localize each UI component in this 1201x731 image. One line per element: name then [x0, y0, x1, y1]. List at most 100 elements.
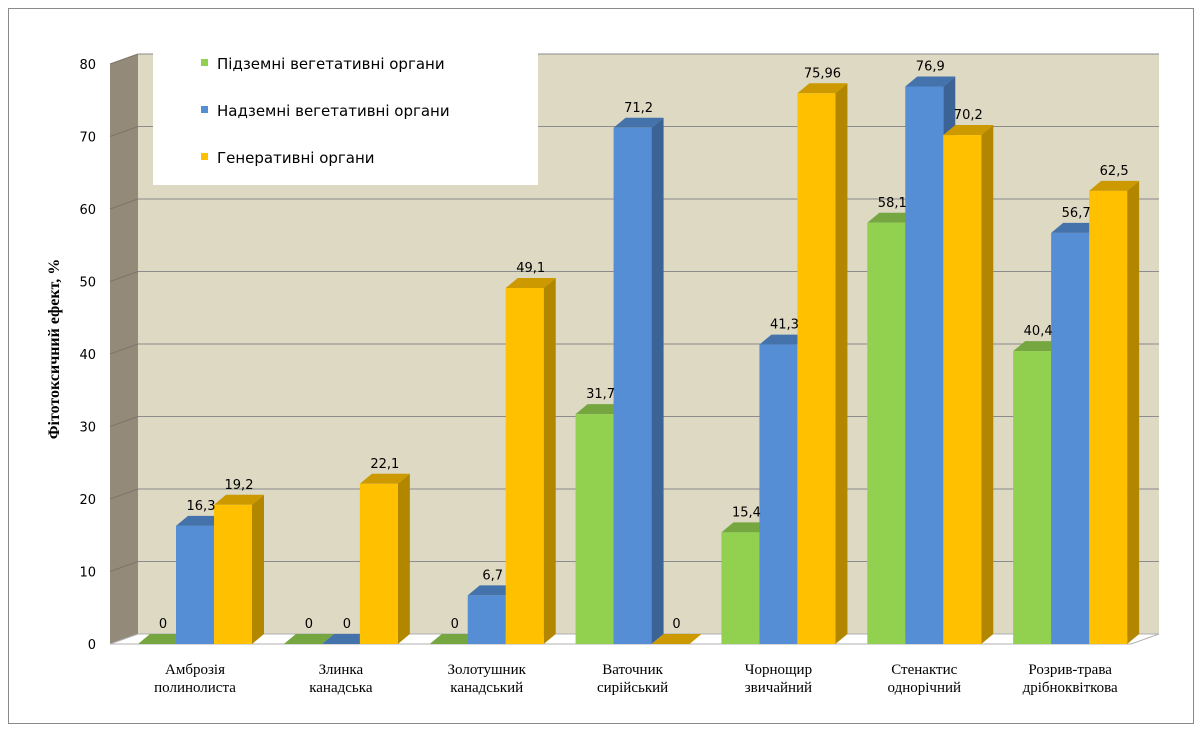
bar-top [943, 125, 994, 136]
category-label-line: Чорнощир [745, 662, 812, 678]
bar [429, 634, 480, 644]
bar [283, 634, 334, 644]
bar-top [1013, 341, 1064, 352]
bars [138, 76, 1140, 645]
bar-top [905, 76, 956, 87]
bar-chart: 0 10 20 30 40 50 60 70 80 0 16,3 19,2 0 0 22,1 0 6,7 49,… [46, 38, 1160, 696]
category-label-line: Стенактис [891, 662, 957, 678]
data-label: 70,2 [954, 108, 983, 123]
data-label: 62,5 [1100, 164, 1129, 179]
bar-side [1127, 180, 1140, 644]
y-tick-label: 50 [79, 276, 96, 291]
bar [321, 634, 372, 644]
bar-front [613, 127, 652, 645]
y-tick-label: 20 [79, 493, 96, 508]
bar-top [467, 585, 518, 596]
bar-top [613, 117, 664, 128]
bar-side [397, 473, 410, 644]
y-tick-label: 80 [79, 58, 96, 73]
bar-top [575, 404, 626, 415]
category-label: Злинка канадська [309, 662, 373, 696]
bar-top [1051, 222, 1102, 233]
bar [651, 634, 702, 644]
bar [1089, 180, 1140, 644]
category-label-line: однорічний [888, 680, 962, 696]
bar-top [797, 83, 848, 94]
bar-front [214, 504, 252, 644]
bar-front [1089, 190, 1128, 644]
category-label: Чорнощир звичайний [745, 662, 812, 696]
bar-top [283, 634, 334, 644]
bar-side [252, 494, 264, 644]
category-label-line: Ваточник [602, 662, 663, 678]
bar-front [867, 222, 906, 644]
category-label-line: канадська [309, 680, 373, 696]
legend: Підземні вегетативні органи Надземні веге… [153, 38, 538, 185]
data-label: 6,7 [482, 568, 503, 583]
data-label: 22,1 [370, 457, 399, 472]
category-label-line: сирійський [597, 680, 668, 696]
bar [138, 634, 188, 644]
legend-swatch [201, 153, 208, 160]
y-tick-label: 70 [79, 131, 96, 146]
category-labels: Амброзія полинолиста Злинка канадська Золоту… [154, 662, 1118, 696]
category-label: Стенактис однорічний [888, 662, 962, 696]
bar-top [429, 634, 480, 644]
bar-front [943, 135, 982, 645]
bar-front [1013, 351, 1052, 644]
category-label-line: звичайний [745, 680, 812, 696]
category-label-line: канадський [450, 680, 523, 696]
bar-front [505, 288, 544, 644]
y-axis-label: Фітотоксичний ефект, % [46, 259, 63, 439]
bar-side [543, 278, 556, 644]
data-labels: 0 16,3 19,2 0 0 22,1 0 6,7 49,1 31,7 71,2 0 15,4 41,3… [159, 59, 1129, 632]
y-tick-label: 40 [79, 348, 96, 363]
bar-top [1089, 180, 1140, 191]
data-label: 49,1 [516, 261, 545, 276]
gridline-side [109, 488, 139, 500]
data-label: 76,9 [916, 59, 945, 74]
data-label: 19,2 [225, 478, 254, 493]
legend-entry: Підземні вегетативні органи [217, 55, 445, 73]
y-tick-label: 60 [79, 203, 96, 218]
gridline-side [109, 126, 139, 137]
category-label: Золотушник канадський [448, 662, 527, 696]
bar [797, 83, 848, 645]
data-label: 71,2 [624, 101, 653, 116]
gridline-side [109, 53, 139, 65]
data-label: 31,7 [586, 387, 615, 402]
data-label: 0 [305, 617, 313, 632]
data-label: 0 [343, 617, 351, 632]
bar-top [759, 334, 810, 345]
bar-top [867, 212, 918, 223]
data-label: 0 [672, 617, 680, 632]
bar-front [359, 483, 398, 644]
legend-swatch [201, 59, 208, 66]
bar-top [721, 522, 772, 533]
gridline-side [109, 343, 139, 355]
gridline-side [109, 198, 139, 210]
chart-frame: 0 10 20 30 40 50 60 70 80 0 16,3 19,2 0 0 22,1 0 6,7 49,… [8, 8, 1194, 724]
data-label: 56,7 [1062, 206, 1091, 221]
bar-side [981, 125, 994, 645]
data-label: 0 [159, 617, 167, 632]
category-label-line: Амброзія [165, 662, 225, 678]
category-label-line: Золотушник [448, 662, 527, 678]
bar [943, 125, 994, 645]
legend-entry: Надземні вегетативні органи [217, 102, 450, 120]
bar-top [176, 515, 226, 526]
y-tick-label: 0 [88, 638, 96, 653]
data-label: 41,3 [770, 318, 799, 333]
y-tick-label: 10 [79, 566, 96, 581]
bar-side [651, 117, 664, 645]
bar-top [214, 494, 264, 505]
bar [214, 494, 264, 644]
category-label: Ваточник сирійський [597, 662, 668, 696]
data-label: 40,4 [1024, 324, 1053, 339]
data-label: 75,96 [804, 66, 841, 81]
bar-top [505, 278, 556, 289]
bar [505, 278, 556, 644]
bar-front [721, 532, 760, 644]
data-label: 16,3 [187, 499, 216, 514]
bar-front [575, 414, 614, 644]
